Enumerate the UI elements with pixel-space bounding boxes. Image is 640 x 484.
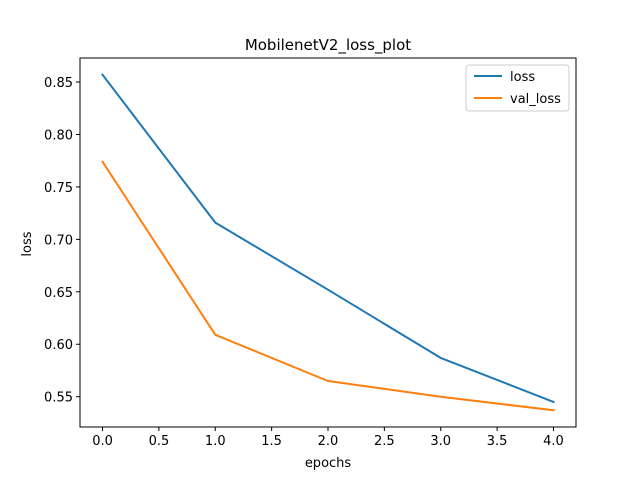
- legend-label-loss: loss: [510, 70, 535, 85]
- x-tick-label: 1.5: [261, 434, 282, 449]
- y-tick-label: 0.70: [44, 233, 73, 248]
- x-tick-label: 0.5: [149, 434, 170, 449]
- x-axis-label: epochs: [305, 456, 352, 471]
- y-tick-label: 0.65: [44, 286, 73, 301]
- y-axis-label: loss: [20, 231, 35, 256]
- y-tick-label: 0.85: [44, 76, 73, 91]
- y-tick-label: 0.60: [44, 338, 73, 353]
- y-tick-label: 0.55: [44, 391, 73, 406]
- x-tick-label: 0.0: [92, 434, 113, 449]
- series-line-val-loss: [101, 160, 555, 412]
- x-tick-label: 3.5: [487, 434, 508, 449]
- y-tick-label: 0.75: [44, 181, 73, 196]
- x-tick-label: 1.0: [205, 434, 226, 449]
- x-tick-label: 4.0: [543, 434, 564, 449]
- x-tick-label: 2.5: [374, 434, 395, 449]
- series-line-loss: [101, 73, 555, 404]
- legend-label-val-loss: val_loss: [510, 92, 561, 107]
- plot-area: 0.0 0.5 1.0 1.5 2.0 2.5 3.0 3.5 4.0 0.55 0.60 0.65 0…: [44, 57, 577, 449]
- chart-title: MobilenetV2_loss_plot: [245, 36, 411, 55]
- x-tick-label: 2.0: [318, 434, 339, 449]
- y-tick-label: 0.80: [44, 128, 73, 143]
- x-tick-label: 3.0: [430, 434, 451, 449]
